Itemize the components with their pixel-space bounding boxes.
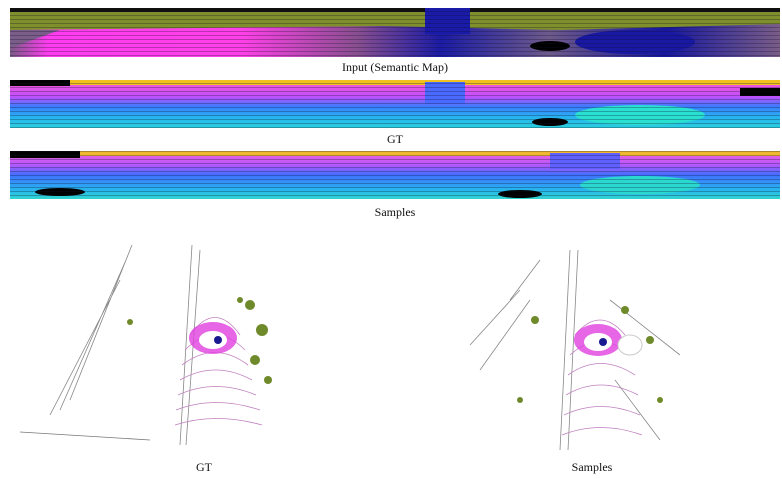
gt-range-strip bbox=[10, 80, 780, 128]
caption: Samples bbox=[375, 205, 416, 219]
sample-point-cloud bbox=[470, 250, 680, 450]
gt-point-cloud bbox=[20, 245, 272, 445]
figure: Input (Semantic Map) GT Samples bbox=[0, 0, 782, 479]
caption: Samples bbox=[572, 460, 613, 474]
caption: GT bbox=[196, 460, 213, 474]
caption: Input (Semantic Map) bbox=[342, 60, 448, 74]
sample-range-strip bbox=[10, 151, 780, 199]
semantic-strip bbox=[10, 8, 780, 57]
caption: GT bbox=[387, 132, 404, 146]
